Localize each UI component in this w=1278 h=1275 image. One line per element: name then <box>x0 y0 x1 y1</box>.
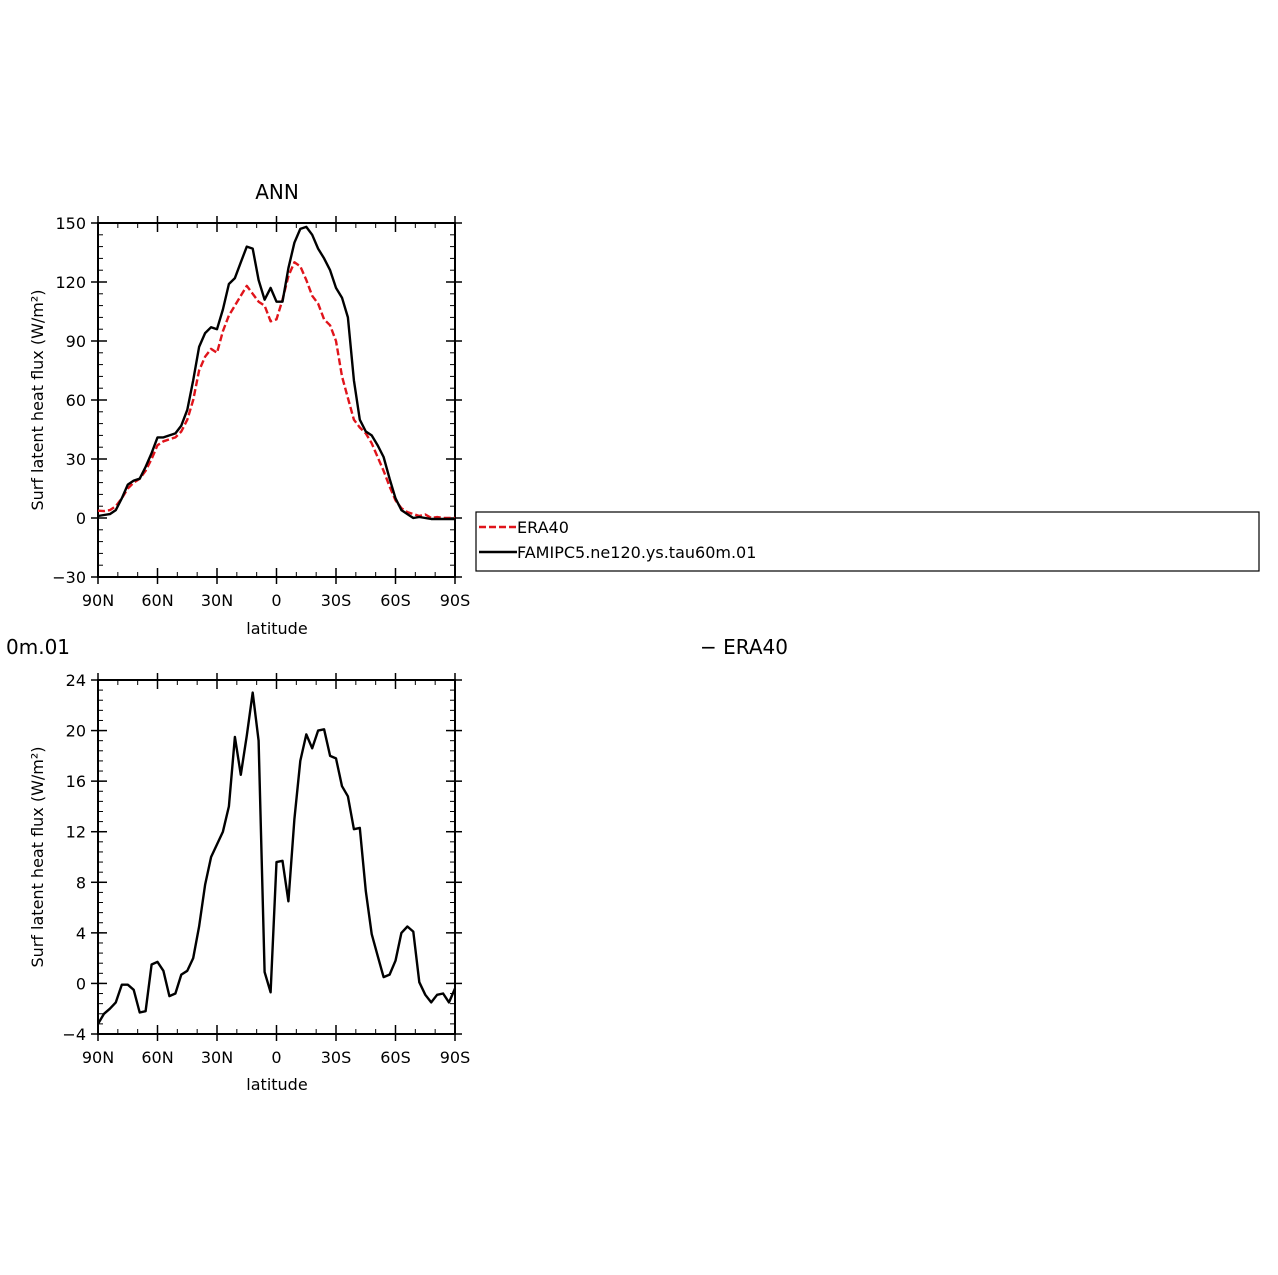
top-y-tick-label: 90 <box>66 332 86 351</box>
legend-label-era40: ERA40 <box>517 518 569 537</box>
bottom-panel: 0m.01 − ERA40 latitude Surf latent heat … <box>6 635 788 1094</box>
bottom-x-tick-label: 90N <box>82 1048 114 1067</box>
bottom-y-axis-label: Surf latent heat flux (W/m²) <box>28 746 47 967</box>
bottom-x-tick-label: 30N <box>201 1048 233 1067</box>
top-x-tick-label: 90N <box>82 591 114 610</box>
bottom-y-tick-label: 24 <box>66 671 86 690</box>
bottom-y-tick-label: 8 <box>76 873 86 892</box>
top-chart-title: ANN <box>255 180 299 204</box>
bottom-plot-frame <box>97 679 456 1035</box>
bottom-y-tick-label: 16 <box>66 772 86 791</box>
top-plot-area: −30 0 30 60 90 120 150 90N 60N 30N 0 30S 60S 90S <box>52 214 470 610</box>
top-y-tick-label: 120 <box>55 273 86 292</box>
bottom-y-tick-label: 12 <box>66 823 86 842</box>
bottom-y-tick-label: 4 <box>76 924 86 943</box>
top-x-tick-label: 0 <box>271 591 281 610</box>
top-y-axis-label: Surf latent heat flux (W/m²) <box>28 289 47 510</box>
bottom-x-tick-label: 30S <box>321 1048 352 1067</box>
top-y-tick-label: 150 <box>55 214 86 233</box>
legend-label-famipc5: FAMIPC5.ne120.ys.tau60m.01 <box>517 543 756 562</box>
bottom-title-right-fragment: − ERA40 <box>700 635 788 659</box>
bottom-title-left-fragment: 0m.01 <box>6 635 70 659</box>
top-x-tick-label: 30S <box>321 591 352 610</box>
top-y-tick-label: 60 <box>66 391 86 410</box>
top-plot-frame <box>97 222 456 578</box>
bottom-plot-area: −4 0 4 8 12 16 20 24 90N 60N 30N 0 30S 60S 90S <box>62 671 470 1067</box>
top-panel: ANN latitude Surf latent heat flux (W/m²… <box>28 180 470 638</box>
top-y-tick-label: 30 <box>66 450 86 469</box>
top-x-tick-label: 60N <box>141 591 173 610</box>
top-x-tick-label: 90S <box>440 591 471 610</box>
bottom-x-tick-label: 60N <box>141 1048 173 1067</box>
top-x-tick-label: 60S <box>380 591 411 610</box>
top-y-tick-label: −30 <box>52 568 86 587</box>
top-x-tick-label: 30N <box>201 591 233 610</box>
bottom-x-tick-label: 0 <box>271 1048 281 1067</box>
top-y-tick-label: 0 <box>76 509 86 528</box>
bottom-x-tick-label: 60S <box>380 1048 411 1067</box>
bottom-x-axis-label: latitude <box>246 1075 307 1094</box>
bottom-x-tick-label: 90S <box>440 1048 471 1067</box>
top-x-axis-label: latitude <box>246 619 307 638</box>
legend: ERA40 FAMIPC5.ne120.ys.tau60m.01 <box>475 511 1260 572</box>
legend-box <box>475 511 1260 572</box>
top-series-line-famipc5-ne120-ys-tau60m-01 <box>97 225 455 521</box>
bottom-y-tick-label: 20 <box>66 722 86 741</box>
bottom-y-tick-label: −4 <box>62 1025 86 1044</box>
bottom-y-tick-label: 0 <box>76 974 86 993</box>
bottom-series-line-difference <box>96 691 457 1025</box>
